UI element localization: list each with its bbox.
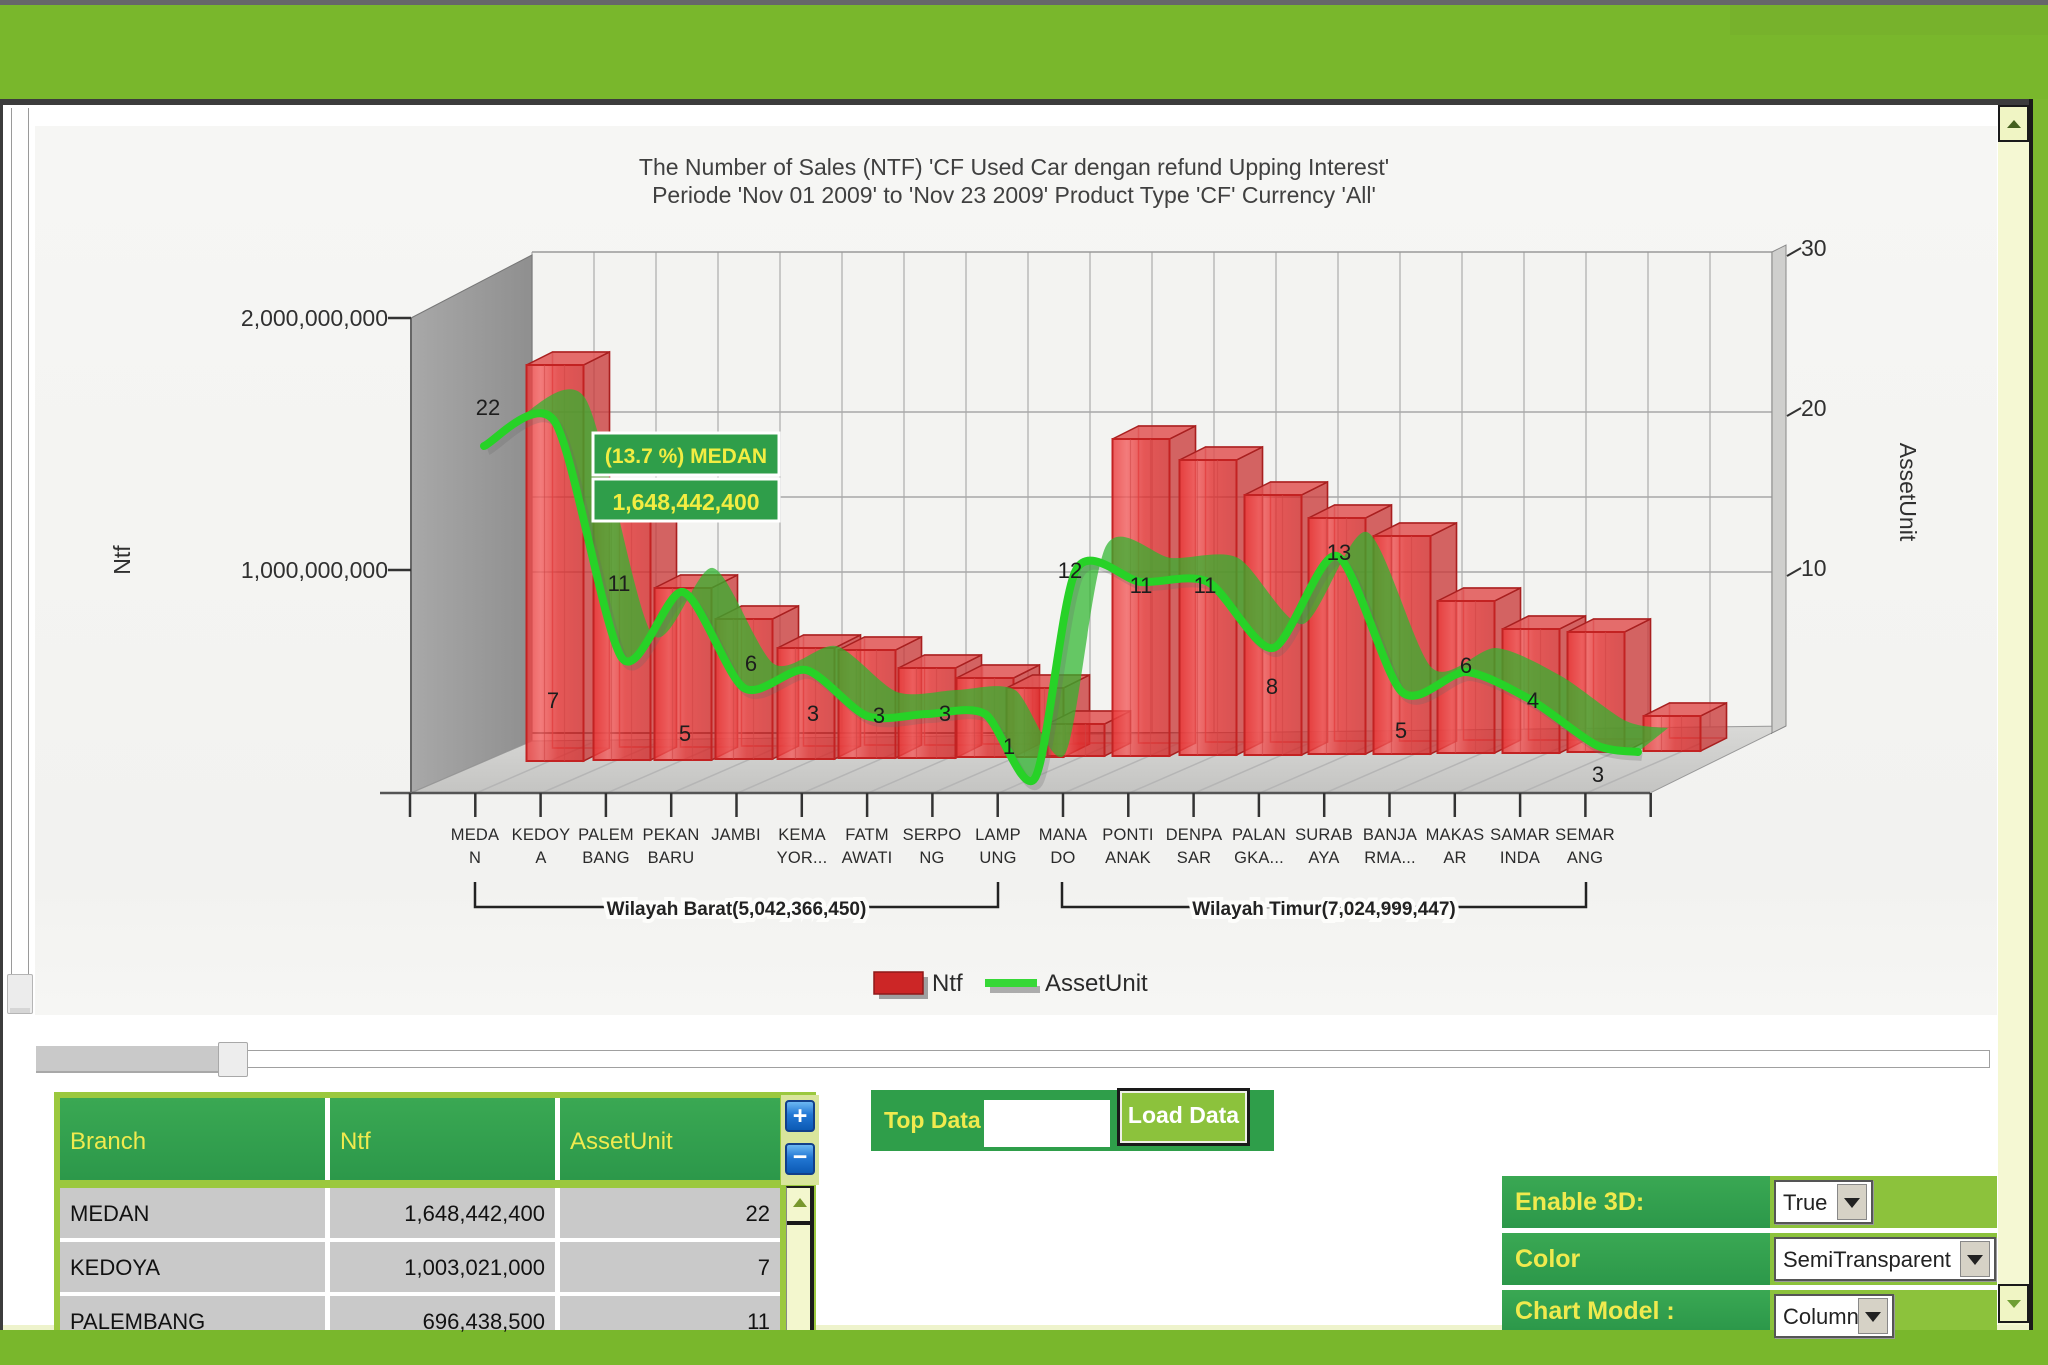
svg-text:MAKAS: MAKAS [1426,826,1485,844]
svg-text:AssetUnit: AssetUnit [1895,443,1921,542]
svg-text:JAMBI: JAMBI [711,826,761,844]
svg-text:PEKAN: PEKAN [643,826,700,844]
svg-text:30: 30 [1801,235,1827,261]
svg-text:INDA: INDA [1500,849,1540,867]
svg-text:12: 12 [1058,558,1082,583]
svg-text:7: 7 [547,688,559,713]
svg-text:KEDOY: KEDOY [512,826,571,844]
svg-text:MEDA: MEDA [451,826,499,844]
svg-text:BANG: BANG [582,849,630,867]
svg-text:ANG: ANG [1567,849,1603,867]
svg-text:FATM: FATM [845,826,889,844]
svg-text:The Number of Sales (NTF) 'CF: The Number of Sales (NTF) 'CF Used Car d… [639,154,1389,180]
svg-text:(13.7 %) MEDAN: (13.7 %) MEDAN [605,445,767,468]
svg-text:11: 11 [1194,573,1217,598]
svg-text:PALAN: PALAN [1232,826,1286,844]
svg-text:SEMAR: SEMAR [1555,826,1615,844]
svg-text:5: 5 [1395,718,1407,743]
svg-text:BARU: BARU [648,849,695,867]
svg-text:YOR...: YOR... [777,849,828,867]
svg-text:4: 4 [1527,688,1539,713]
svg-text:11: 11 [608,571,631,596]
svg-text:6: 6 [1460,653,1472,678]
svg-text:BANJA: BANJA [1363,826,1417,844]
svg-text:GKA...: GKA... [1234,849,1284,867]
svg-text:3: 3 [873,703,885,728]
svg-text:3: 3 [939,701,951,726]
svg-text:SURAB: SURAB [1295,826,1353,844]
svg-text:AssetUnit: AssetUnit [1045,970,1148,997]
svg-text:MANA: MANA [1039,826,1087,844]
svg-text:DO: DO [1050,849,1075,867]
svg-text:Ntf: Ntf [109,545,135,575]
svg-text:SAMAR: SAMAR [1490,826,1550,844]
svg-text:Wilayah Barat(5,042,366,450): Wilayah Barat(5,042,366,450) [607,899,867,920]
svg-text:Periode 'Nov 01 2009' to 'Nov: Periode 'Nov 01 2009' to 'Nov 23 2009' P… [652,182,1376,208]
svg-text:ANAK: ANAK [1105,849,1151,867]
svg-text:N: N [469,849,481,867]
svg-text:AYA: AYA [1308,849,1339,867]
svg-text:A: A [535,849,546,867]
svg-text:Wilayah Timur(7,024,999,447): Wilayah Timur(7,024,999,447) [1192,899,1456,920]
svg-text:3: 3 [1592,762,1604,787]
svg-text:PONTI: PONTI [1102,826,1153,844]
svg-text:5: 5 [679,721,691,746]
svg-text:KEMA: KEMA [778,826,826,844]
svg-text:AR: AR [1443,849,1466,867]
svg-text:DENPA: DENPA [1166,826,1223,844]
svg-text:8: 8 [1266,674,1278,699]
svg-text:Ntf: Ntf [932,970,963,997]
svg-text:LAMP: LAMP [975,826,1021,844]
svg-text:SERPO: SERPO [903,826,962,844]
svg-text:3: 3 [807,701,819,726]
svg-text:20: 20 [1801,395,1827,421]
svg-text:13: 13 [1327,540,1351,565]
svg-text:RMA...: RMA... [1364,849,1416,867]
svg-text:SAR: SAR [1177,849,1212,867]
svg-text:10: 10 [1801,555,1827,581]
svg-text:1,000,000,000: 1,000,000,000 [241,557,388,583]
svg-text:AWATI: AWATI [842,849,893,867]
svg-text:1: 1 [1003,734,1015,759]
svg-text:PALEM: PALEM [578,826,634,844]
svg-text:6: 6 [745,651,757,676]
svg-text:2,000,000,000: 2,000,000,000 [241,305,388,331]
svg-text:1,648,442,400: 1,648,442,400 [612,489,759,515]
svg-text:NG: NG [919,849,944,867]
svg-text:11: 11 [1130,573,1153,598]
svg-text:UNG: UNG [979,849,1016,867]
svg-text:22: 22 [476,395,500,420]
